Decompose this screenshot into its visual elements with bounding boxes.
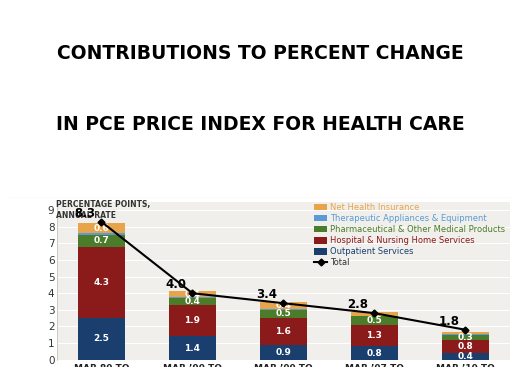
Bar — [260, 318, 307, 345]
Bar — [78, 318, 125, 360]
Bar — [78, 224, 125, 233]
Bar — [169, 298, 216, 305]
Text: 1.9: 1.9 — [185, 316, 200, 325]
Bar — [260, 309, 307, 310]
Text: 0.7: 0.7 — [94, 236, 109, 246]
Text: PERCENTAGE POINTS,
ANNUAL RATE: PERCENTAGE POINTS, ANNUAL RATE — [56, 200, 150, 220]
Text: 0.4: 0.4 — [276, 301, 291, 310]
Text: 0.4: 0.4 — [185, 290, 200, 298]
Text: 1.8: 1.8 — [438, 315, 460, 328]
Bar — [260, 302, 307, 309]
Text: 2.8: 2.8 — [347, 298, 369, 311]
Text: 0.5: 0.5 — [367, 316, 382, 325]
Bar — [78, 235, 125, 247]
Bar — [350, 325, 398, 346]
Text: 4.3: 4.3 — [94, 278, 109, 287]
Legend: Net Health Insurance, Therapeutic Appliances & Equipment, Pharmaceutical & Other: Net Health Insurance, Therapeutic Applia… — [315, 203, 505, 267]
Text: 0.8: 0.8 — [367, 349, 382, 357]
Bar — [441, 353, 489, 360]
Text: 8.3: 8.3 — [74, 207, 96, 220]
Text: 1.6: 1.6 — [276, 327, 291, 336]
Bar — [169, 297, 216, 298]
Text: 0.3: 0.3 — [458, 333, 473, 342]
Text: IN PCE PRICE INDEX FOR HEALTH CARE: IN PCE PRICE INDEX FOR HEALTH CARE — [56, 115, 464, 134]
Bar — [350, 346, 398, 360]
Bar — [169, 305, 216, 337]
Bar — [78, 233, 125, 235]
Text: 3.4: 3.4 — [256, 288, 278, 301]
Bar — [441, 332, 489, 334]
Text: 0.6: 0.6 — [94, 224, 109, 233]
Bar — [78, 247, 125, 318]
Bar — [350, 312, 398, 316]
Text: 0.8: 0.8 — [458, 342, 473, 351]
Text: 1.4: 1.4 — [185, 344, 200, 353]
Bar — [260, 310, 307, 318]
Text: 0.4: 0.4 — [185, 297, 200, 306]
Text: 0.4: 0.4 — [458, 352, 473, 361]
Text: 4.0: 4.0 — [165, 278, 187, 291]
Bar — [350, 316, 398, 325]
Text: CONTRIBUTIONS TO PERCENT CHANGE: CONTRIBUTIONS TO PERCENT CHANGE — [57, 44, 463, 63]
Text: 2.5: 2.5 — [94, 334, 109, 344]
Bar — [169, 291, 216, 297]
Bar — [260, 345, 307, 360]
Text: 0.5: 0.5 — [276, 309, 291, 319]
Bar — [441, 340, 489, 353]
Bar — [169, 337, 216, 360]
Text: 1.3: 1.3 — [367, 331, 382, 340]
Bar — [441, 334, 489, 335]
Bar — [441, 335, 489, 340]
Text: 0.9: 0.9 — [276, 348, 291, 357]
